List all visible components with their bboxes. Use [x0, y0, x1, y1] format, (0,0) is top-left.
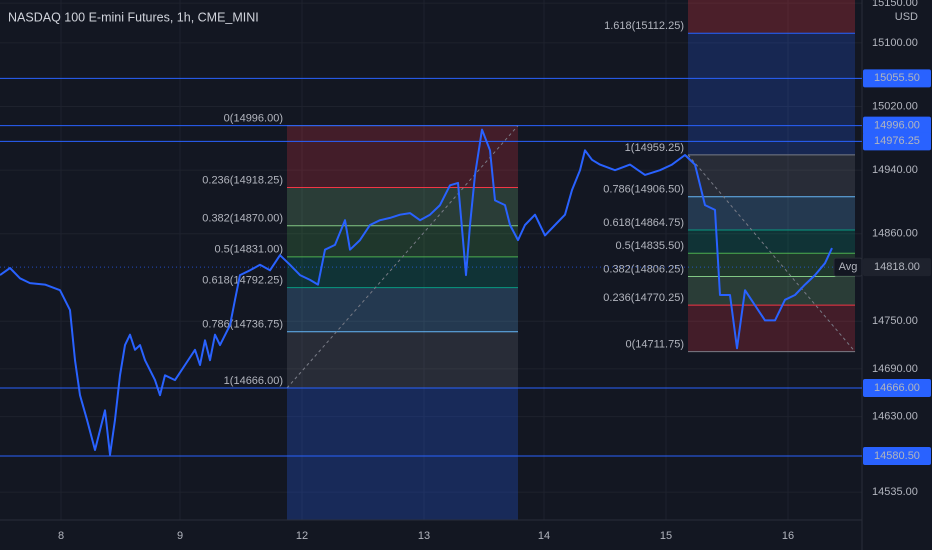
fib-band — [287, 287, 518, 332]
avg-label-box — [863, 258, 931, 277]
y-tick-label: 14535.00 — [872, 486, 918, 498]
price-label-box — [863, 116, 931, 135]
price-label-box — [863, 132, 931, 151]
fib-band — [688, 229, 855, 254]
fib-band — [688, 253, 855, 277]
fib-band — [688, 196, 855, 230]
fib-label: 0.5(14835.50) — [616, 240, 685, 252]
avg-label: 14818.00 — [874, 261, 920, 273]
price-line-series — [0, 128, 833, 456]
fib-label: 0(14711.75) — [625, 339, 684, 351]
y-tick-label: 15150.00 — [872, 0, 918, 9]
x-tick-label: 15 — [660, 530, 672, 542]
x-tick-label: 14 — [538, 530, 550, 542]
price-label: 14580.50 — [874, 450, 920, 462]
fib-band — [688, 276, 855, 306]
fib-label: 0.382(14870.00) — [202, 213, 283, 225]
fib-band — [688, 154, 855, 197]
fib-band — [287, 388, 518, 520]
avg-name-box — [833, 257, 863, 277]
fib-label: 0.786(14736.75) — [202, 319, 283, 331]
currency: USD — [895, 11, 918, 23]
fib-band — [287, 125, 518, 188]
fib-label: 0.5(14831.00) — [215, 244, 284, 256]
fib-label: 1.618(15112.25) — [604, 20, 684, 32]
price-label: 14996.00 — [874, 120, 920, 132]
fib-band — [287, 331, 518, 389]
fib-label: 0.382(14806.25) — [603, 263, 684, 275]
y-tick-label: 14630.00 — [872, 411, 918, 423]
fib-label: 0.236(14770.25) — [603, 292, 684, 304]
x-tick-label: 9 — [177, 530, 183, 542]
price-label-box — [863, 69, 931, 88]
y-tick-label: 14690.00 — [872, 363, 918, 375]
x-tick-label: 8 — [58, 530, 64, 542]
fib-trend — [286, 125, 519, 389]
y-tick-label: 14750.00 — [872, 315, 918, 327]
chart-title: NASDAQ 100 E-mini Futures, 1h, CME_MINI — [8, 10, 259, 24]
fib-band — [287, 256, 518, 288]
y-tick-label: 14940.00 — [872, 164, 918, 176]
fib-label: 0.786(14906.50) — [603, 184, 684, 196]
y-tick-label: 15020.00 — [872, 100, 918, 112]
fib-label: 0(14996.00) — [224, 113, 283, 125]
fib-band — [688, 33, 855, 155]
price-label-box — [863, 379, 931, 398]
fib-label: 1(14959.25) — [625, 142, 684, 154]
x-tick-label: 16 — [782, 530, 794, 542]
fib-band — [688, 305, 855, 352]
price-label-box — [863, 446, 931, 465]
price-label: 14976.25 — [874, 135, 920, 147]
x-tick-label: 13 — [418, 530, 430, 542]
y-tick-label: 15100.00 — [872, 37, 918, 49]
fib-band — [287, 225, 518, 257]
price-label: 15055.50 — [874, 72, 920, 84]
fib-label: 0.618(14864.75) — [603, 217, 684, 229]
fib-trend — [687, 154, 856, 352]
fib-band — [287, 187, 518, 226]
avg-name: Avg — [839, 261, 858, 273]
fib-label: 1(14666.00) — [224, 375, 283, 387]
price-label: 14666.00 — [874, 382, 920, 394]
fib-label: 0.236(14918.25) — [202, 174, 283, 186]
y-tick-label: 14860.00 — [872, 228, 918, 240]
fib-band — [688, 0, 855, 34]
x-tick-label: 12 — [296, 530, 308, 542]
fib-label: 0.618(14792.25) — [202, 275, 283, 287]
